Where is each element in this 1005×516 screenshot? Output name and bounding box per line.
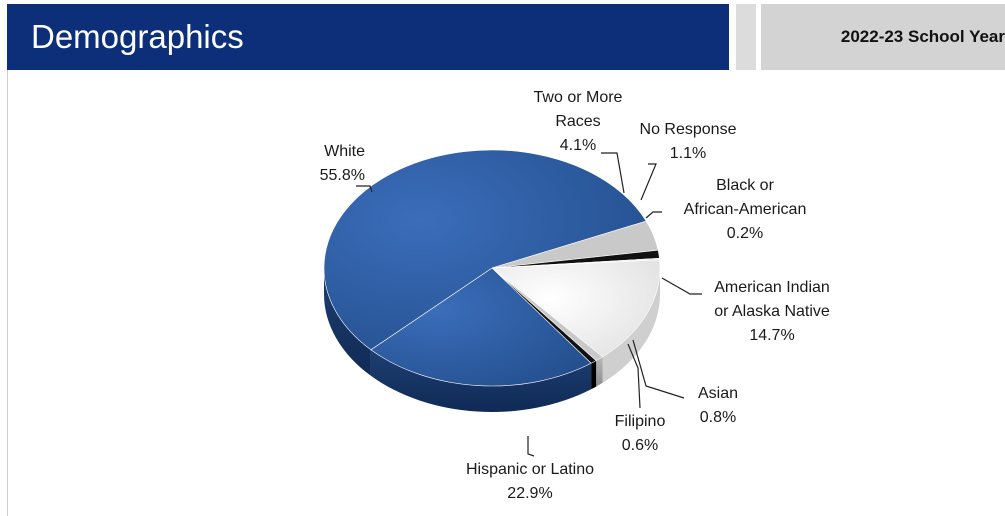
pie-slice-black-or-african-american	[491, 257, 660, 269]
pie-slice-american-indian-or-alaska-native	[491, 259, 661, 358]
pie-slice-white	[323, 149, 647, 351]
pie-side-american-indian-or-alaska-native	[602, 268, 660, 383]
page-title: Demographics	[31, 18, 244, 55]
leader-line-4	[661, 277, 702, 295]
header-divider	[736, 4, 756, 70]
label-two-or-more-races: Two or More Races 4.1%	[533, 89, 623, 154]
pie-slice-hispanic-or-latino	[370, 267, 592, 387]
label-white: White 55.8%	[319, 143, 365, 184]
leader-line-2	[640, 163, 657, 201]
label-filipino: Filipino 0.6%	[614, 413, 666, 454]
leader-line-5	[632, 339, 685, 399]
leader-line-6	[627, 343, 641, 409]
label-black-african-american: Black or African-American 0.2%	[683, 177, 807, 242]
label-hispanic-or-latino: Hispanic or Latino 22.9%	[465, 461, 595, 502]
pie-side-asian	[596, 356, 603, 387]
school-year-label: 2022-23 School Year	[840, 27, 1005, 46]
leader-line-3	[645, 211, 662, 219]
panel-border	[7, 70, 8, 516]
year-panel: 2022-23 School Year	[761, 4, 1005, 70]
label-asian: Asian 0.8%	[697, 385, 739, 426]
pie-side-filipino	[591, 360, 597, 390]
pie-side-white	[324, 268, 371, 376]
leader-line-7	[527, 436, 535, 457]
label-no-response: No Response 1.1%	[639, 121, 737, 162]
leader-line-1	[601, 152, 625, 194]
pie-side-hispanic-or-latino	[370, 349, 592, 412]
leader-line-0	[356, 185, 373, 193]
label-american-indian: American Indian or Alaska Native 14.7%	[714, 279, 830, 344]
header-bar: Demographics	[7, 4, 729, 70]
